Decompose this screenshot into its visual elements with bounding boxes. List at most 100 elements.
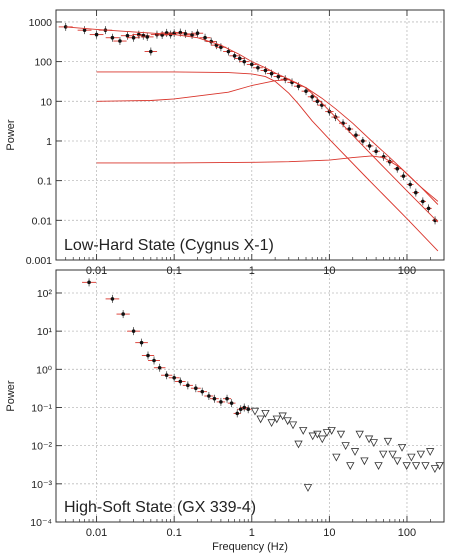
data-point [157, 365, 162, 370]
upper-limit-marker [369, 439, 378, 447]
upper-limit-marker [332, 453, 341, 462]
data-point [310, 94, 314, 99]
y-axis-label: Power [5, 119, 17, 151]
upper-limit-marker [308, 432, 317, 441]
upper-limit-marker [267, 419, 276, 428]
data-point [235, 411, 240, 416]
data-point [237, 56, 242, 61]
data-point [256, 65, 260, 70]
upper-limit-marker [322, 429, 332, 437]
x-tick-label: 10 [323, 527, 335, 539]
y-tick-label: 10⁻² [31, 441, 52, 453]
data-point [110, 297, 115, 301]
model-curve [96, 71, 439, 252]
model-curve [96, 79, 439, 223]
upper-limit-marker [278, 412, 287, 421]
y-tick-label: 100 [34, 57, 52, 69]
upper-limit-marker [256, 415, 265, 424]
data-point [374, 149, 378, 154]
data-point [194, 386, 198, 391]
low-hard-state-panel: 0.010.111010010001001010.10.010.001Power… [5, 9, 445, 277]
y-tick-label: 1000 [29, 17, 53, 29]
upper-limit-marker [379, 450, 388, 459]
data-point [203, 35, 207, 40]
y-tick-label: 10⁻¹ [31, 402, 52, 414]
y-tick-label: 10⁻³ [31, 479, 52, 491]
data-point [94, 32, 99, 37]
upper-limit-marker [430, 465, 440, 473]
upper-limit-marker [388, 450, 397, 459]
data-point [195, 31, 200, 36]
panel-label: High-Soft State (GX 339-4) [64, 499, 256, 516]
upper-limit-marker [299, 427, 308, 435]
plot-area [82, 278, 444, 492]
data-point [249, 62, 254, 67]
upper-limit-marker [294, 440, 303, 449]
upper-limit-marker [383, 437, 393, 446]
upper-limit-marker [364, 435, 374, 444]
upper-limit-marker [313, 430, 322, 439]
data-point [152, 358, 156, 363]
upper-limit-marker [303, 484, 313, 492]
data-point [327, 109, 332, 114]
data-point [82, 28, 87, 32]
upper-limit-marker [336, 430, 346, 439]
upper-limit-marker [261, 410, 270, 418]
upper-limit-marker [272, 415, 281, 424]
panel-label: Low-Hard State (Cygnus X-1) [64, 237, 274, 254]
data-point [219, 400, 223, 404]
data-point [426, 206, 431, 211]
data-point [186, 383, 190, 388]
data-point [149, 49, 153, 54]
x-tick-label: 1 [249, 527, 255, 539]
upper-limit-marker [346, 462, 355, 470]
data-point [172, 375, 176, 380]
data-point [125, 33, 130, 38]
y-tick-label: 1 [46, 136, 52, 148]
upper-limit-marker [250, 407, 260, 416]
upper-limit-marker [435, 462, 444, 470]
y-tick-label: 10² [37, 288, 53, 300]
data-point [269, 71, 274, 76]
data-point [131, 329, 136, 333]
data-point [121, 312, 125, 316]
data-point [296, 84, 301, 89]
data-point [110, 35, 115, 40]
x-tick-label: 0.01 [86, 527, 107, 539]
y-tick-label: 10 [40, 96, 52, 108]
data-point [207, 394, 211, 398]
data-point [212, 396, 217, 401]
data-point [401, 174, 406, 178]
upper-limit-marker [318, 435, 327, 444]
data-point [164, 373, 169, 378]
x-tick-label: 0.1 [167, 527, 182, 539]
upper-limit-marker [350, 448, 360, 456]
data-point [276, 74, 281, 79]
upper-limit-marker [283, 417, 292, 426]
upper-limit-marker [327, 427, 336, 435]
data-point [87, 280, 91, 285]
y-tick-label: 10¹ [37, 326, 53, 338]
data-point [131, 35, 136, 40]
data-point [408, 182, 412, 187]
data-point [263, 68, 268, 73]
data-point [414, 190, 418, 195]
data-point [361, 139, 365, 143]
x-axis-label: Frequency (Hz) [212, 541, 288, 553]
plot-area [58, 22, 439, 252]
data-point [421, 199, 425, 204]
data-point [367, 144, 372, 148]
upper-limit-marker [407, 453, 416, 462]
upper-limit-marker [397, 444, 407, 452]
data-point [242, 405, 247, 410]
data-point [190, 33, 194, 37]
y-tick-label: 10⁰ [36, 364, 53, 376]
upper-limit-marker [341, 442, 350, 451]
data-point [145, 35, 150, 39]
upper-limit-marker [425, 448, 435, 456]
data-point [238, 407, 243, 412]
upper-limit-marker [421, 462, 430, 470]
y-axis-label: Power [5, 380, 17, 412]
upper-limit-marker [416, 450, 426, 459]
data-point [229, 401, 234, 405]
